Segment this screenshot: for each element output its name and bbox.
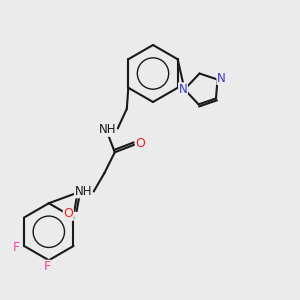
Text: O: O: [135, 137, 145, 150]
Text: NH: NH: [99, 123, 116, 136]
Text: F: F: [44, 260, 51, 273]
Text: N: N: [217, 71, 226, 85]
Text: O: O: [63, 207, 73, 220]
Text: NH: NH: [75, 185, 92, 198]
Text: N: N: [178, 83, 188, 96]
Text: F: F: [13, 241, 20, 254]
